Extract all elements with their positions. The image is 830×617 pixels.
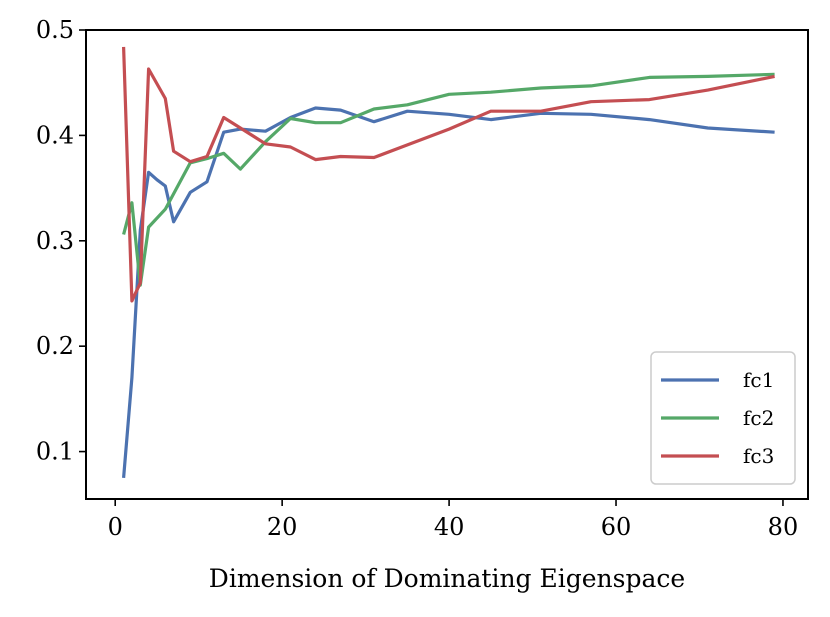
x-tick-label: 0 [108, 513, 123, 541]
x-tick-label: 20 [267, 513, 298, 541]
legend-label-fc1: fc1 [743, 368, 774, 392]
series-line-fc3 [122, 46, 775, 303]
x-axis-label: Dimension of Dominating Eigenspace [209, 564, 685, 593]
x-tick-label: 60 [601, 513, 632, 541]
series-line-fc2 [122, 72, 775, 287]
legend-box [650, 351, 796, 485]
y-tick-label: 0.3 [36, 227, 74, 255]
ticks-layer: 0 20 40 60 80 0.1 0.2 0.3 0.4 0.5 [36, 16, 798, 541]
x-tick-label: 40 [434, 513, 465, 541]
x-tick-label: 80 [768, 513, 799, 541]
y-tick-label: 0.2 [36, 332, 74, 360]
series-layer [122, 46, 775, 479]
series-line-fc1 [122, 106, 775, 479]
legend: fc1 fc2 fc3 [650, 351, 796, 485]
legend-label-fc2: fc2 [743, 406, 774, 430]
plot-frame [85, 29, 809, 500]
legend-label-fc3: fc3 [743, 444, 774, 468]
y-tick-label: 0.5 [36, 16, 74, 44]
y-tick-label: 0.1 [36, 438, 74, 466]
y-tick-label: 0.4 [36, 121, 74, 149]
